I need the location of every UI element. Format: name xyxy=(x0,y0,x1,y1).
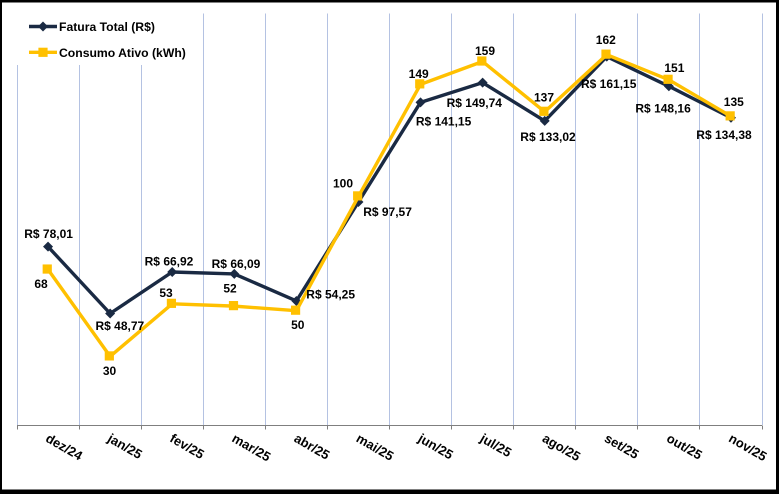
svg-text:R$ 148,16: R$ 148,16 xyxy=(635,102,691,116)
svg-text:R$ 133,02: R$ 133,02 xyxy=(520,130,576,144)
svg-text:R$ 66,92: R$ 66,92 xyxy=(145,255,194,269)
svg-text:R$ 48,77: R$ 48,77 xyxy=(96,319,145,333)
svg-text:Fatura Total (R$): Fatura Total (R$) xyxy=(59,20,155,34)
svg-text:Consumo Ativo (kWh): Consumo Ativo (kWh) xyxy=(59,46,186,60)
svg-text:R$ 54,25: R$ 54,25 xyxy=(306,287,355,301)
svg-text:100: 100 xyxy=(333,177,353,191)
svg-text:R$ 161,15: R$ 161,15 xyxy=(581,77,637,91)
svg-text:52: 52 xyxy=(223,282,237,296)
svg-text:162: 162 xyxy=(596,33,616,47)
svg-text:50: 50 xyxy=(291,318,305,332)
svg-text:R$ 78,01: R$ 78,01 xyxy=(24,227,73,241)
svg-text:159: 159 xyxy=(475,44,495,58)
svg-text:R$ 134,38: R$ 134,38 xyxy=(696,128,752,142)
svg-text:135: 135 xyxy=(724,95,744,109)
svg-text:137: 137 xyxy=(534,91,554,105)
svg-text:68: 68 xyxy=(34,277,48,291)
svg-text:151: 151 xyxy=(664,61,684,75)
svg-text:30: 30 xyxy=(103,364,117,378)
svg-text:R$ 141,15: R$ 141,15 xyxy=(416,114,472,128)
svg-text:R$ 66,09: R$ 66,09 xyxy=(212,257,261,271)
svg-text:R$ 97,57: R$ 97,57 xyxy=(363,205,412,219)
svg-text:149: 149 xyxy=(409,67,429,81)
svg-text:53: 53 xyxy=(159,286,173,300)
svg-text:R$ 149,74: R$ 149,74 xyxy=(447,96,503,110)
